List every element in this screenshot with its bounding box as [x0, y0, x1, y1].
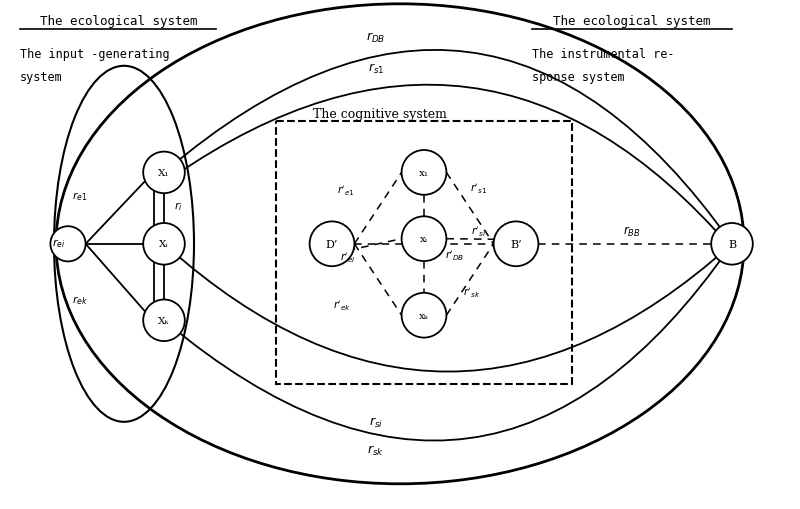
Text: X₁: X₁ [158, 168, 170, 178]
Text: $r_{si}$: $r_{si}$ [369, 415, 383, 430]
Ellipse shape [143, 300, 185, 342]
Text: Xᵢ: Xᵢ [159, 240, 169, 249]
Bar [276, 122, 572, 384]
Text: B: B [728, 239, 736, 249]
Text: The ecological system: The ecological system [554, 15, 710, 28]
Text: $r'_{sk}$: $r'_{sk}$ [463, 286, 481, 300]
Text: $r_{ei}$: $r_{ei}$ [52, 237, 65, 250]
Text: D’: D’ [326, 239, 338, 249]
Text: sponse system: sponse system [532, 71, 625, 84]
Ellipse shape [711, 223, 753, 265]
Text: $r'_{si}$: $r'_{si}$ [471, 224, 486, 239]
Text: $r_{DB}$: $r_{DB}$ [366, 31, 386, 45]
Text: The ecological system: The ecological system [40, 15, 197, 28]
Ellipse shape [402, 293, 446, 338]
Text: system: system [20, 71, 62, 84]
Text: $r_i$: $r_i$ [174, 200, 182, 213]
Ellipse shape [50, 227, 86, 262]
Text: $r_{sk}$: $r_{sk}$ [367, 443, 385, 458]
Text: $r'_{ei}$: $r'_{ei}$ [340, 250, 356, 264]
Text: Xₖ: Xₖ [158, 316, 170, 325]
Ellipse shape [143, 223, 185, 265]
Text: $r'_{s1}$: $r'_{s1}$ [470, 181, 487, 195]
Text: $r'_{e1}$: $r'_{e1}$ [337, 184, 354, 198]
Text: $r'_{ek}$: $r'_{ek}$ [334, 298, 351, 313]
Ellipse shape [310, 222, 354, 267]
Text: xᵢ: xᵢ [420, 235, 428, 244]
Ellipse shape [494, 222, 538, 267]
Text: $r_{s1}$: $r_{s1}$ [368, 62, 384, 76]
Ellipse shape [143, 152, 185, 194]
Text: xₖ: xₖ [419, 311, 429, 320]
Ellipse shape [402, 217, 446, 262]
Text: $r_{ek}$: $r_{ek}$ [72, 294, 88, 307]
Text: $r_{BB}$: $r_{BB}$ [623, 224, 641, 239]
Text: x₁: x₁ [419, 168, 429, 178]
Text: The instrumental re-: The instrumental re- [532, 48, 674, 61]
Text: The cognitive system: The cognitive system [313, 108, 447, 121]
Text: $r'_{DB}$: $r'_{DB}$ [445, 248, 464, 263]
Text: The input -generating: The input -generating [20, 48, 170, 61]
Text: $r_{e1}$: $r_{e1}$ [72, 189, 88, 203]
Ellipse shape [402, 151, 446, 195]
Text: B’: B’ [510, 239, 522, 249]
